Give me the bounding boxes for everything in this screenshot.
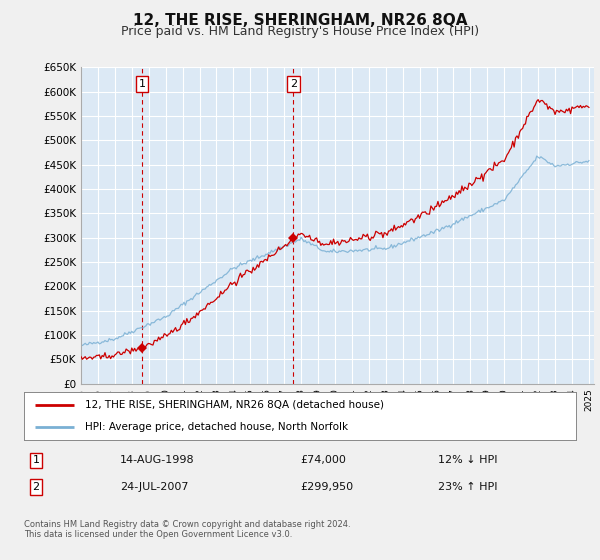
Text: 12% ↓ HPI: 12% ↓ HPI — [438, 455, 497, 465]
Text: 12, THE RISE, SHERINGHAM, NR26 8QA: 12, THE RISE, SHERINGHAM, NR26 8QA — [133, 13, 467, 28]
Text: £299,950: £299,950 — [300, 482, 353, 492]
Text: Contains HM Land Registry data © Crown copyright and database right 2024.
This d: Contains HM Land Registry data © Crown c… — [24, 520, 350, 539]
Text: HPI: Average price, detached house, North Norfolk: HPI: Average price, detached house, Nort… — [85, 422, 348, 432]
Text: £74,000: £74,000 — [300, 455, 346, 465]
Text: 24-JUL-2007: 24-JUL-2007 — [120, 482, 188, 492]
Text: 2: 2 — [32, 482, 40, 492]
Text: 23% ↑ HPI: 23% ↑ HPI — [438, 482, 497, 492]
Text: 2: 2 — [290, 79, 297, 89]
Text: 1: 1 — [139, 79, 145, 89]
Text: 12, THE RISE, SHERINGHAM, NR26 8QA (detached house): 12, THE RISE, SHERINGHAM, NR26 8QA (deta… — [85, 400, 384, 410]
Text: 14-AUG-1998: 14-AUG-1998 — [120, 455, 194, 465]
Text: Price paid vs. HM Land Registry's House Price Index (HPI): Price paid vs. HM Land Registry's House … — [121, 25, 479, 39]
Text: 1: 1 — [32, 455, 40, 465]
